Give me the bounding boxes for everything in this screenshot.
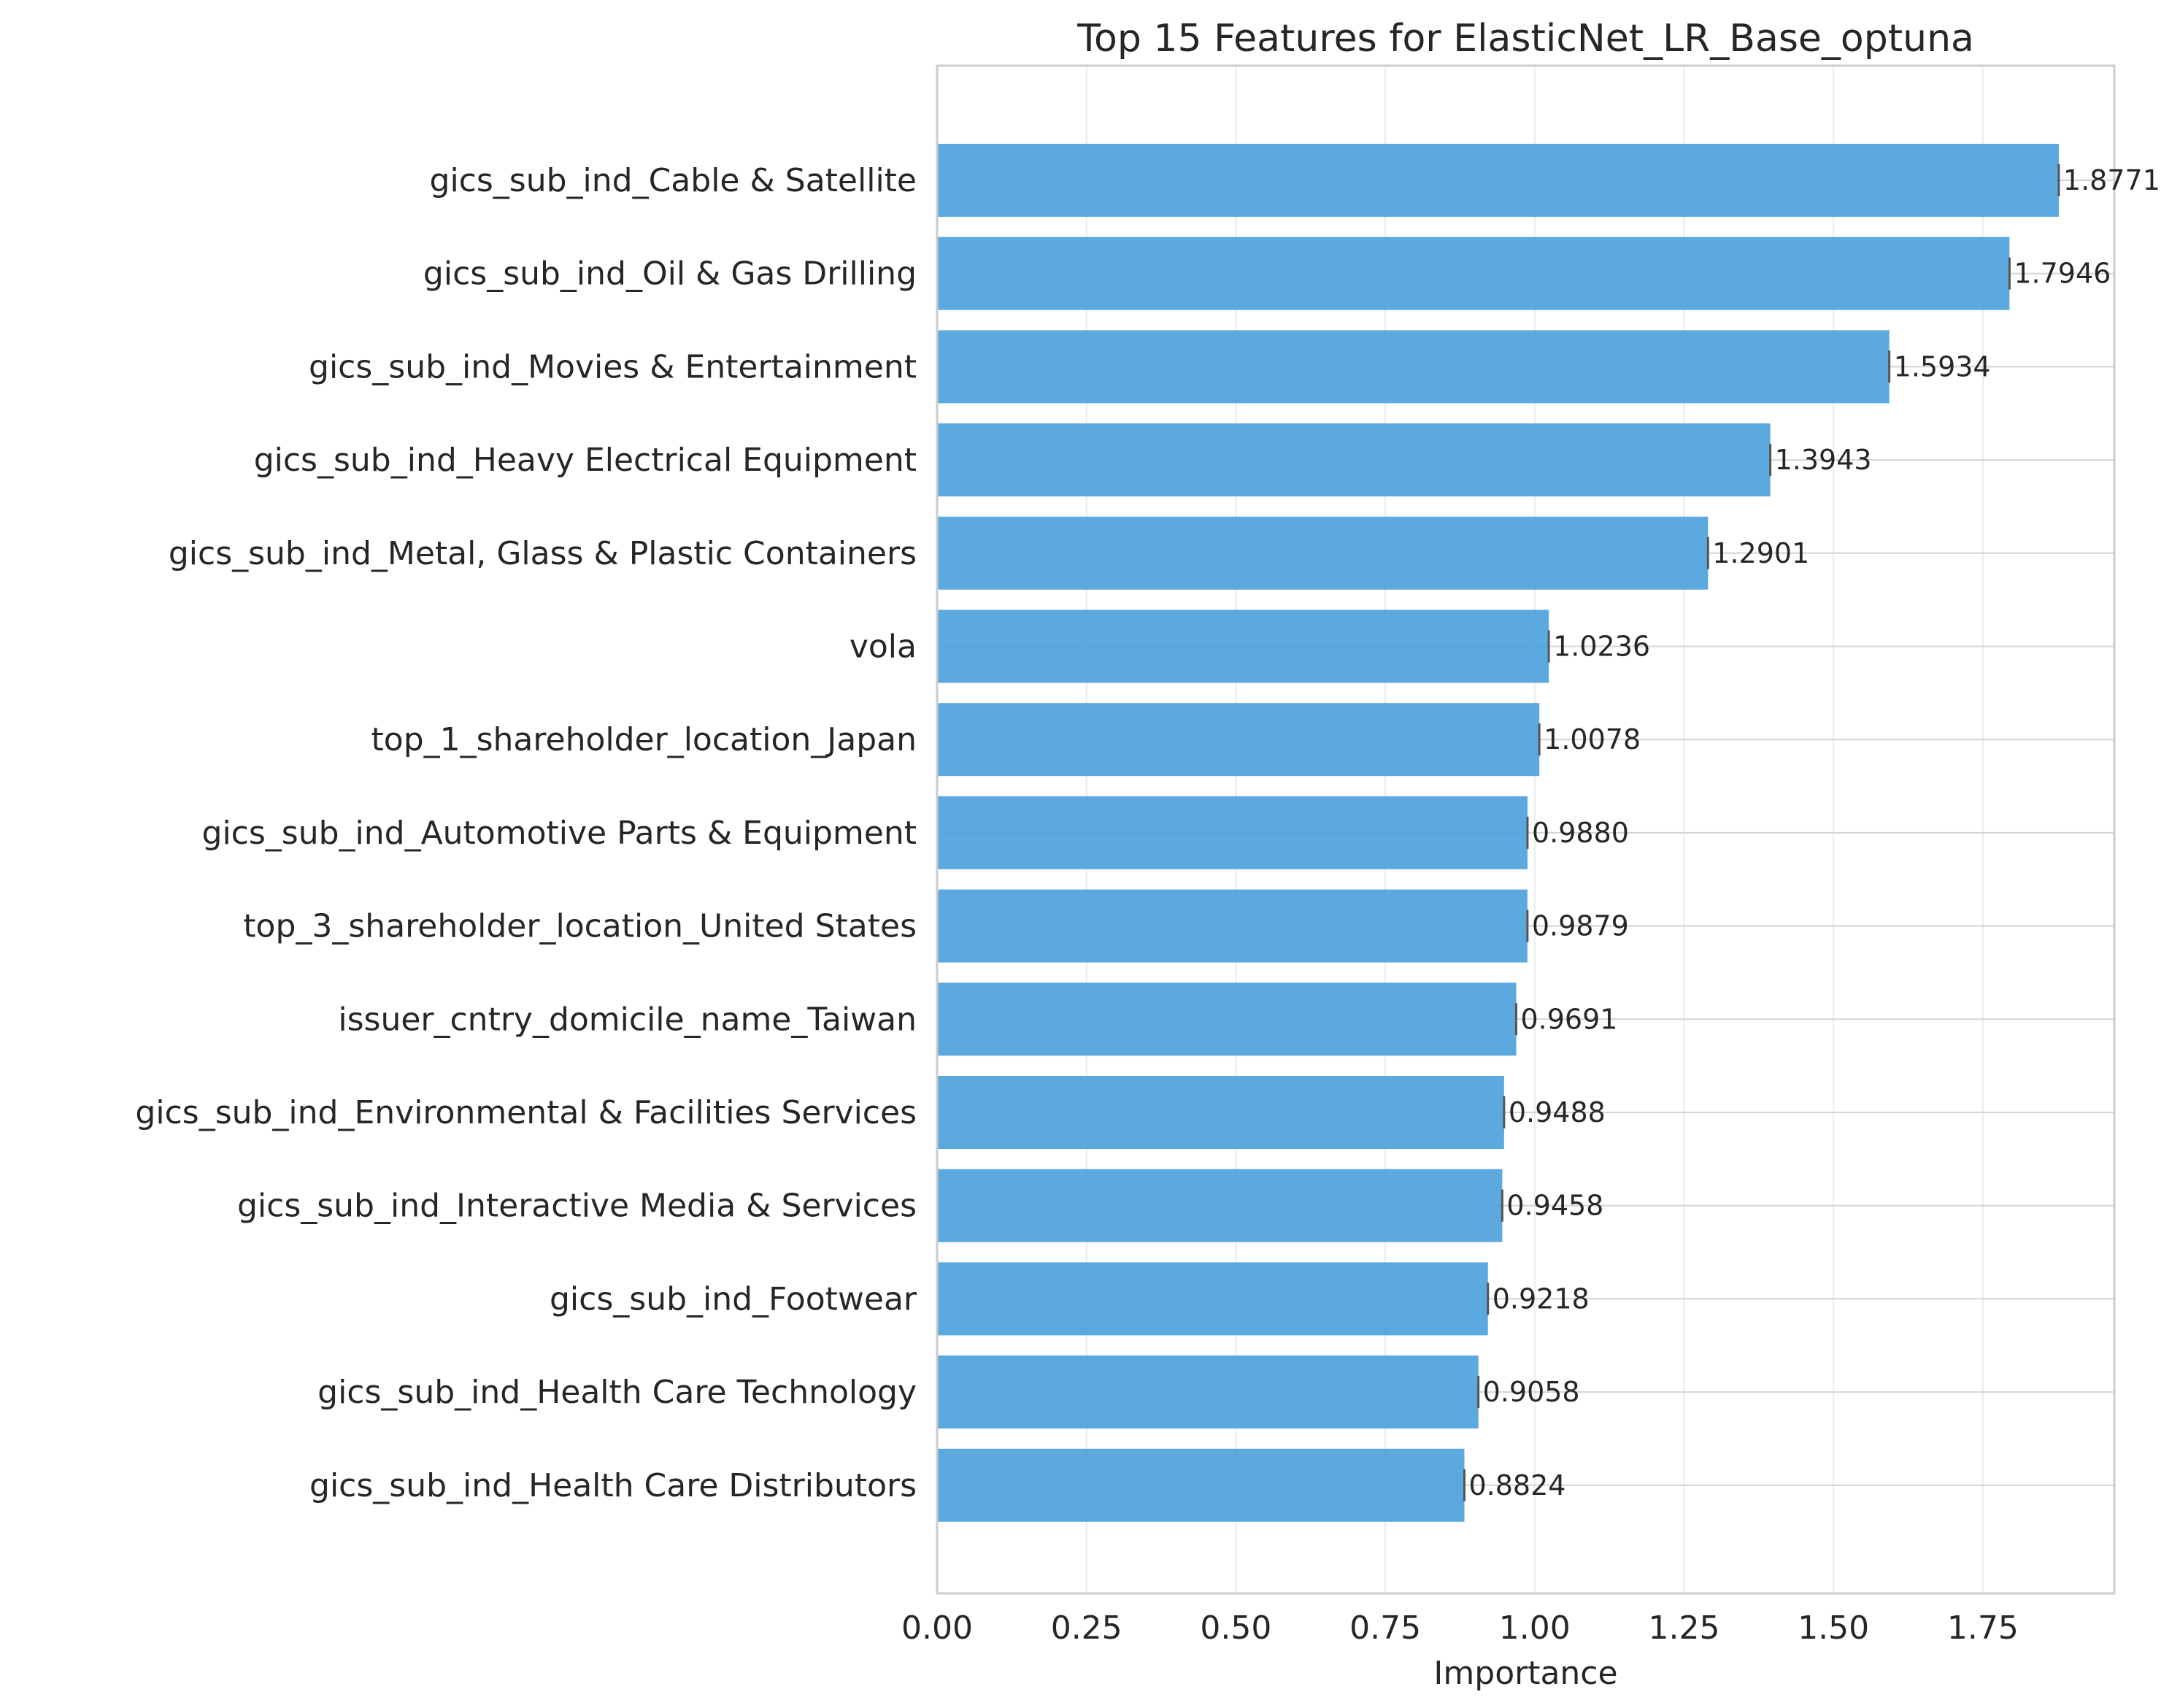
x-tick-label: 0.50 [1200,1609,1271,1647]
x-tick-label: 0.25 [1051,1609,1122,1647]
bar [937,609,1549,683]
bar [937,1262,1488,1336]
x-tick-label: 0.00 [901,1609,973,1647]
bar-layer [937,144,2060,1522]
y-tick-label: gics_sub_ind_Oil & Gas Drilling [423,255,917,293]
bar [937,1169,1503,1242]
y-tick-label: gics_sub_ind_Environmental & Facilities … [135,1094,917,1131]
y-tick-label: gics_sub_ind_Metal, Glass & Plastic Cont… [169,535,917,572]
value-label: 1.8771 [2063,164,2160,196]
label-layer: 0.00 0.25 0.50 0.75 1.00 1.25 1.50 1.75 gics_sub… [135,162,2160,1647]
value-label: 0.9880 [1532,817,1629,849]
value-label: 0.9879 [1532,910,1629,942]
bar [937,796,1528,869]
y-tick-label: issuer_cntry_domicile_name_Taiwan [338,1001,917,1038]
bar [937,516,1709,590]
y-tick-label: gics_sub_ind_Movies & Entertainment [309,348,917,385]
plot-frame [936,64,2116,1595]
y-tick-label: gics_sub_ind_Automotive Parts & Equipmen… [202,815,917,852]
y-tick-label: top_1_shareholder_location_Japan [371,721,917,758]
bar [937,1355,1479,1429]
y-tick-label: gics_sub_ind_Cable & Satellite [430,162,917,199]
y-tick-label: gics_sub_ind_Interactive Media & Service… [237,1188,917,1225]
bar [937,1448,1465,1522]
value-label: 1.2901 [1712,537,1809,569]
value-label: 0.9458 [1506,1190,1603,1222]
value-label: 1.0078 [1544,723,1641,755]
bar [937,144,2059,217]
bar [937,236,2010,310]
value-label: 1.0236 [1553,631,1650,663]
y-tick-label: gics_sub_ind_Health Care Distributors [309,1467,917,1504]
bar [937,1076,1504,1149]
value-label: 0.8824 [1468,1469,1565,1501]
x-tick-label: 0.75 [1349,1609,1421,1647]
y-tick-label: vola [850,628,917,666]
bar [937,330,1890,404]
value-label: 0.9691 [1520,1003,1617,1035]
chart-title: Top 15 Features for ElasticNet_LR_Base_o… [1076,17,1974,61]
x-tick-label: 1.00 [1499,1609,1571,1647]
x-tick-label: 1.25 [1648,1609,1719,1647]
bar [937,889,1528,963]
value-label: 1.3943 [1775,444,1872,476]
x-tick-label: 1.75 [1947,1609,2019,1647]
value-label: 0.9058 [1483,1376,1580,1408]
x-tick-label: 1.50 [1798,1609,1869,1647]
y-tick-label: gics_sub_ind_Heavy Electrical Equipment [254,442,917,479]
x-axis-label: Importance [1433,1655,1617,1692]
value-label: 0.9488 [1509,1096,1606,1128]
y-tick-label: gics_sub_ind_Health Care Technology [317,1374,917,1411]
y-tick-label: gics_sub_ind_Footwear [550,1280,917,1317]
value-label: 1.5934 [1894,350,1991,382]
value-label: 1.7946 [2014,258,2111,290]
bar [937,982,1517,1056]
y-tick-label: top_3_shareholder_location_United States [243,908,917,945]
bar [937,703,1540,777]
value-label: 0.9218 [1493,1282,1590,1315]
bar [937,423,1771,497]
